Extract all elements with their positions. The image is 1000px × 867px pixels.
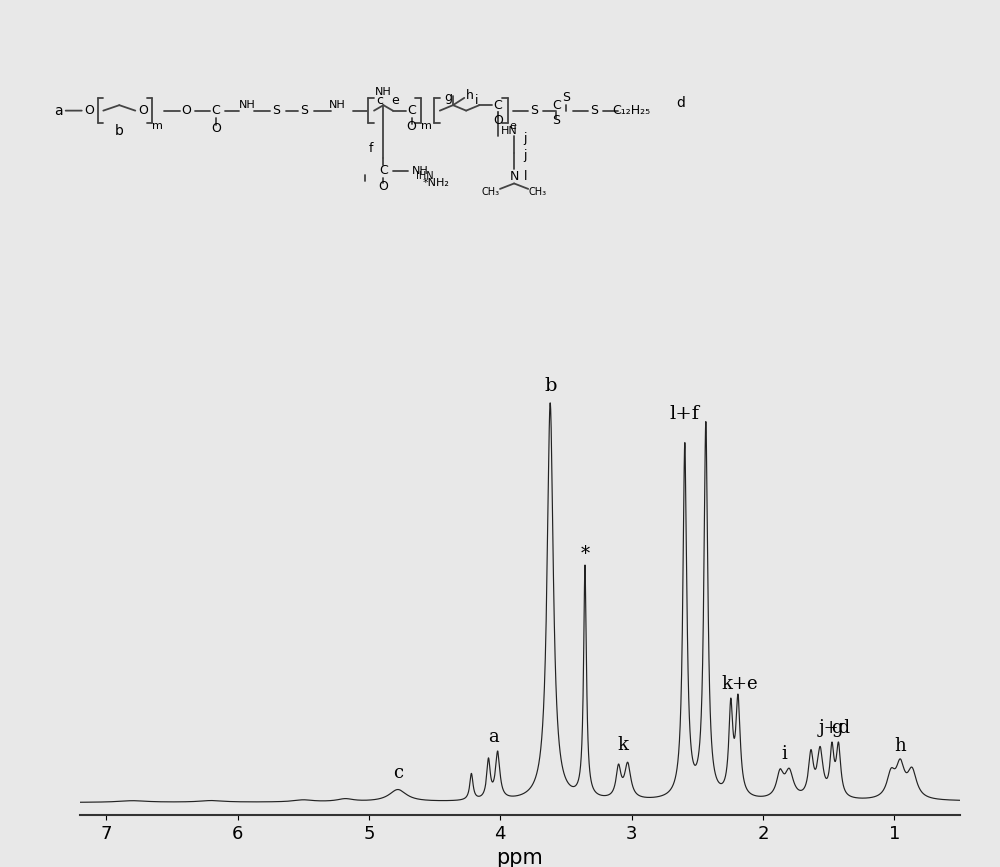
Text: O: O: [407, 121, 417, 134]
Text: C: C: [494, 99, 502, 112]
Text: O: O: [379, 179, 388, 192]
Text: b: b: [544, 376, 556, 394]
Text: NH: NH: [412, 166, 428, 176]
Text: NH: NH: [375, 88, 392, 97]
Text: g: g: [831, 719, 842, 737]
Text: C: C: [407, 104, 416, 117]
Text: NH: NH: [329, 101, 346, 110]
Text: k+e: k+e: [722, 675, 758, 693]
Text: *: *: [580, 545, 590, 564]
Text: *NH₂: *NH₂: [423, 178, 450, 188]
Text: N: N: [509, 170, 519, 183]
X-axis label: ppm: ppm: [497, 848, 543, 867]
Text: e: e: [391, 94, 399, 107]
Text: S: S: [562, 91, 570, 104]
Text: c: c: [393, 764, 403, 782]
Text: f: f: [369, 142, 373, 155]
Text: m: m: [152, 121, 163, 131]
Text: C: C: [552, 99, 561, 112]
Text: S: S: [300, 104, 308, 117]
Text: CH₃: CH₃: [529, 186, 547, 197]
Text: l+f: l+f: [669, 405, 699, 423]
Text: O: O: [84, 104, 94, 117]
Text: d: d: [676, 96, 685, 110]
Text: i: i: [782, 745, 788, 763]
Text: S: S: [272, 104, 280, 117]
Text: j: j: [524, 148, 527, 161]
Text: l: l: [524, 171, 527, 184]
Text: a: a: [54, 104, 63, 118]
Text: S: S: [552, 114, 560, 127]
Text: S: S: [530, 104, 538, 117]
Text: g: g: [444, 91, 452, 104]
Text: h: h: [894, 737, 906, 755]
Text: O: O: [181, 104, 191, 117]
Text: b: b: [115, 124, 124, 138]
Text: S: S: [590, 104, 598, 117]
Text: k: k: [618, 736, 629, 754]
Text: IHN: IHN: [416, 171, 434, 181]
Text: j: j: [524, 132, 527, 145]
Text: c: c: [376, 94, 383, 107]
Text: i: i: [475, 94, 478, 107]
Text: NH: NH: [239, 101, 255, 110]
Text: a: a: [488, 728, 498, 746]
Text: h: h: [466, 88, 474, 101]
Text: O: O: [211, 121, 221, 134]
Text: O: O: [138, 104, 148, 117]
Text: CH₃: CH₃: [482, 186, 500, 197]
Text: C: C: [379, 164, 388, 177]
Text: C₁₂H₂₅: C₁₂H₂₅: [613, 104, 651, 117]
Text: C: C: [212, 104, 220, 117]
Text: HN: HN: [501, 126, 518, 135]
Text: m: m: [421, 121, 432, 131]
Text: O: O: [493, 114, 503, 127]
Text: e: e: [510, 121, 517, 131]
Text: j+d: j+d: [819, 719, 851, 737]
